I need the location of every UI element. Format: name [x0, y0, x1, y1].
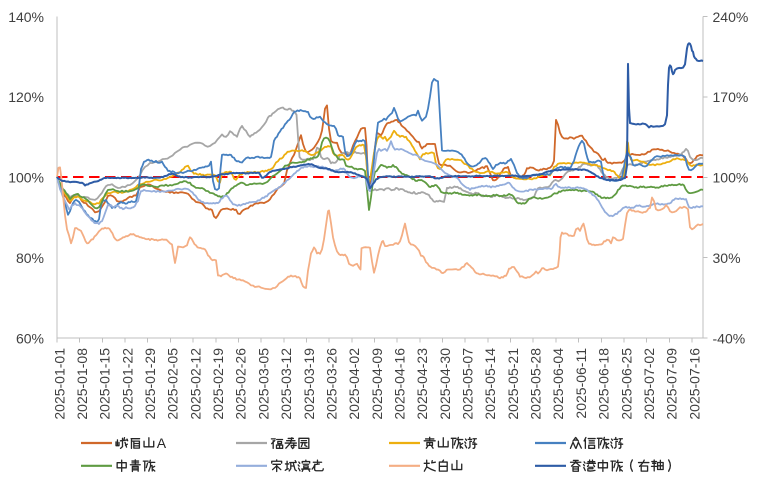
- svg-text:30%: 30%: [713, 250, 741, 266]
- svg-text:2025-06-18: 2025-06-18: [596, 348, 612, 420]
- svg-text:2025-02-12: 2025-02-12: [187, 348, 203, 420]
- svg-text:170%: 170%: [713, 89, 749, 105]
- svg-text:2025-01-29: 2025-01-29: [142, 348, 158, 420]
- svg-text:60%: 60%: [16, 330, 44, 346]
- svg-text:2025-04-16: 2025-04-16: [392, 348, 408, 420]
- svg-text:80%: 80%: [16, 250, 44, 266]
- svg-text:2025-03-05: 2025-03-05: [255, 348, 271, 420]
- svg-text:120%: 120%: [8, 89, 44, 105]
- svg-text:2025-05-07: 2025-05-07: [460, 348, 476, 420]
- svg-text:2025-04-23: 2025-04-23: [414, 348, 430, 420]
- svg-text:2025-01-15: 2025-01-15: [97, 348, 113, 420]
- svg-text:2025-06-04: 2025-06-04: [550, 348, 566, 420]
- svg-text:2025-05-14: 2025-05-14: [482, 348, 498, 420]
- svg-text:2025-03-12: 2025-03-12: [278, 348, 294, 420]
- svg-text:2025-05-21: 2025-05-21: [505, 348, 521, 420]
- svg-text:2025-03-26: 2025-03-26: [323, 348, 339, 420]
- svg-text:A: A: [157, 435, 167, 451]
- svg-text:100%: 100%: [8, 170, 44, 186]
- svg-text:2025-02-26: 2025-02-26: [233, 348, 249, 420]
- svg-text:2025-04-09: 2025-04-09: [369, 348, 385, 420]
- svg-text:2025-04-02: 2025-04-02: [346, 348, 362, 420]
- svg-text:2025-01-08: 2025-01-08: [74, 348, 90, 420]
- svg-text:2025-06-25: 2025-06-25: [618, 348, 634, 420]
- svg-text:100%: 100%: [713, 170, 749, 186]
- svg-text:2025-06-11: 2025-06-11: [573, 348, 589, 419]
- svg-text:2025-07-09: 2025-07-09: [664, 348, 680, 420]
- svg-text:2025-02-05: 2025-02-05: [165, 348, 181, 420]
- svg-text:240%: 240%: [713, 9, 749, 25]
- svg-text:2025-02-19: 2025-02-19: [210, 348, 226, 420]
- svg-text:2025-01-01: 2025-01-01: [51, 348, 67, 420]
- svg-text:2025-03-19: 2025-03-19: [301, 348, 317, 420]
- svg-text:2025-01-22: 2025-01-22: [119, 348, 135, 420]
- svg-text:140%: 140%: [8, 9, 44, 25]
- svg-text:2025-04-30: 2025-04-30: [437, 348, 453, 420]
- svg-text:2025-05-28: 2025-05-28: [528, 348, 544, 420]
- svg-text:2025-07-02: 2025-07-02: [641, 348, 657, 420]
- svg-text:2025-07-16: 2025-07-16: [686, 348, 702, 420]
- svg-text:-40%: -40%: [713, 330, 746, 346]
